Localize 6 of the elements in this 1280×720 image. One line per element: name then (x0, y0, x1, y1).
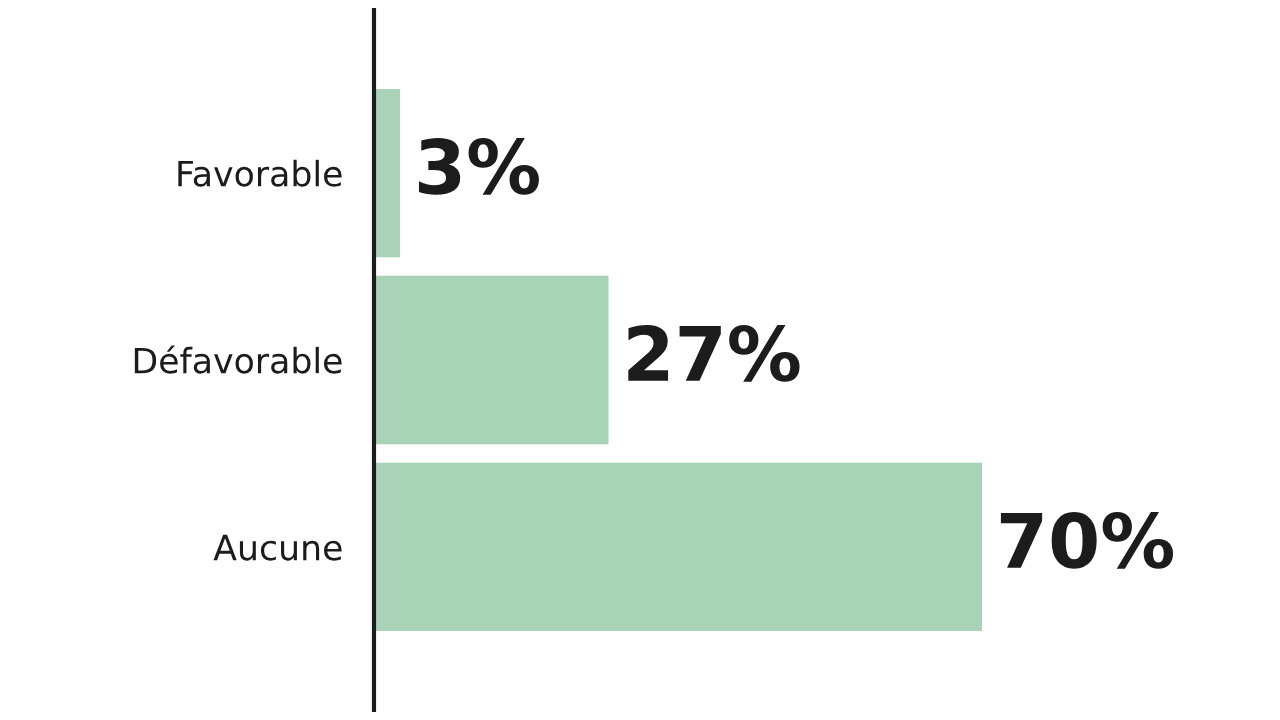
data-label: 70% (1000, 512, 1174, 569)
data-label: 3% (418, 138, 539, 195)
data-label: 27% (628, 325, 800, 382)
y-tick-label: Favorable (178, 159, 342, 187)
y-tick-label: Aucune (213, 534, 342, 561)
y-tick-label: Défavorable (134, 345, 342, 374)
